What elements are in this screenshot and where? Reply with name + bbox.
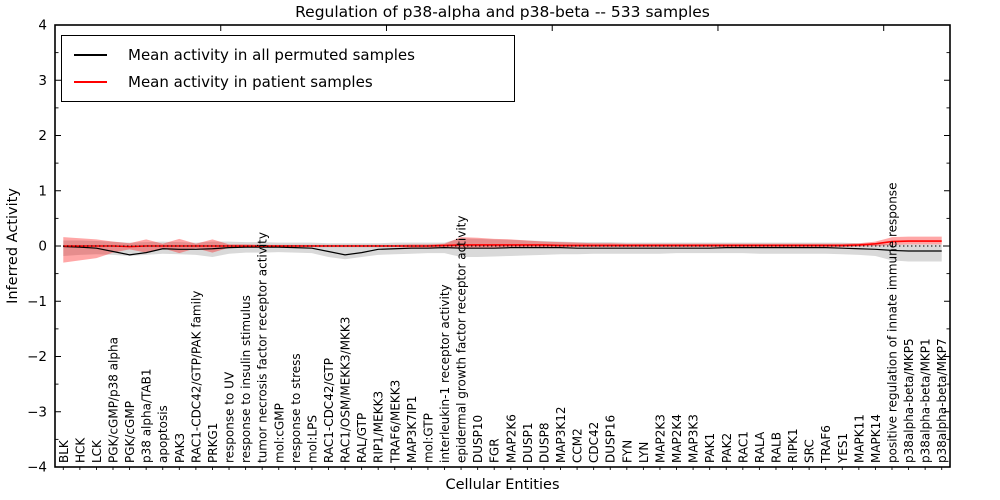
x-tick-label: YES1	[836, 433, 850, 464]
x-tick-label: PAK3	[173, 433, 187, 463]
legend-box: Mean activity in all permuted samples Me…	[61, 35, 515, 102]
x-tick-label: PAK1	[703, 433, 717, 463]
x-tick-label: RAC1/OSM/MEKK3/MKK3	[339, 317, 353, 463]
x-tick-label: response to UV	[223, 371, 237, 463]
permuted-mean-line	[63, 245, 942, 256]
x-tick-label: DUSP10	[471, 415, 485, 463]
x-tick-label: RAC1	[736, 431, 750, 463]
x-tick-label: mol:cGMP	[272, 403, 286, 463]
x-tick-label: p38alpha-beta/MKP1	[919, 338, 933, 463]
x-tick-label: RAC1-CDC42/GTP	[322, 358, 336, 463]
legend-entry-permuted: Mean activity in all permuted samples	[62, 41, 514, 68]
patient-line-swatch	[74, 80, 107, 83]
permuted-line-swatch	[74, 53, 107, 56]
x-tick-label: CDC42	[587, 422, 601, 463]
x-tick-label: SRC	[803, 439, 817, 463]
x-tick-label: CCM2	[571, 428, 585, 463]
x-tick-label: RALA	[753, 431, 767, 463]
legend-label-patient: Mean activity in patient samples	[128, 72, 373, 91]
x-tick-label: FGR	[488, 438, 502, 463]
y-axis-label: Inferred Activity	[5, 188, 21, 304]
x-tick-label: RALB	[769, 432, 783, 463]
x-tick-label: PGK/cGMP	[123, 401, 137, 463]
x-tick-label: RAC1-CDC42/GTP/PAK family	[189, 291, 203, 463]
x-tick-label: DUSP8	[537, 422, 551, 463]
patient-band	[63, 236, 942, 263]
x-tick-label: epidermal growth factor receptor activit…	[455, 216, 469, 463]
chart-title: Regulation of p38-alpha and p38-beta -- …	[295, 3, 710, 21]
x-tick-label: MAP2K6	[504, 414, 518, 463]
patient-mean-line	[63, 240, 942, 248]
x-tick-label: RAL/GTP	[355, 413, 369, 463]
x-tick-label: MAPK11	[852, 414, 866, 463]
y-tick-label: −2	[27, 349, 47, 365]
x-tick-label: MAP3K12	[554, 406, 568, 463]
y-tick-label: 2	[38, 128, 47, 144]
y-tick-label: −3	[27, 404, 47, 420]
plot-frame	[54, 24, 951, 468]
x-tick-label: PRKG1	[206, 423, 220, 463]
x-tick-label: RIP1/MEKK3	[372, 391, 386, 463]
x-tick-label: p38 alpha/TAB1	[140, 369, 154, 463]
x-tick-label: PGK/cGMP/p38 alpha	[107, 337, 121, 463]
x-tick-label: DUSP16	[604, 415, 618, 463]
x-tick-label: tumor necrosis factor receptor activity	[256, 232, 270, 463]
x-tick-label: HCK	[73, 437, 87, 463]
legend-label-permuted: Mean activity in all permuted samples	[128, 45, 415, 64]
x-tick-label: mol:GTP	[421, 413, 435, 463]
x-tick-label: MAP3K3	[687, 414, 701, 463]
x-tick-label: positive regulation of innate immune res…	[885, 183, 899, 463]
x-tick-label: MAP2K4	[670, 414, 684, 463]
x-tick-label: interleukin-1 receptor activity	[438, 284, 452, 463]
x-tick-label: MAP3K7IP1	[405, 396, 419, 463]
x-tick-label: LYN	[637, 442, 651, 463]
y-tick-label: 3	[38, 73, 47, 89]
x-tick-label: PAK2	[720, 433, 734, 463]
x-tick-label: TRAF6	[819, 425, 833, 464]
x-tick-label: apoptosis	[156, 405, 170, 463]
x-tick-label: p38alpha-beta/MKP7	[935, 338, 949, 463]
legend-entry-patient: Mean activity in patient samples	[62, 68, 514, 95]
permuted-band	[63, 238, 942, 262]
x-tick-label: LCK	[90, 439, 104, 463]
y-tick-label: −1	[27, 294, 47, 310]
x-tick-label: DUSP1	[521, 422, 535, 463]
x-tick-label: MAP2K3	[653, 414, 667, 463]
x-tick-label: p38alpha-beta/MKP5	[902, 338, 916, 463]
x-tick-label: response to stress	[289, 353, 303, 463]
y-tick-label: −4	[27, 460, 47, 476]
x-tick-label: BLK	[57, 439, 71, 463]
x-axis-label: Cellular Entities	[445, 477, 560, 493]
x-tick-label: TRAF6/MEKK3	[388, 380, 402, 464]
x-tick-label: FYN	[620, 440, 634, 463]
x-tick-label: mol:LPS	[305, 415, 319, 463]
y-tick-label: 1	[38, 183, 47, 199]
x-tick-label: RIPK1	[786, 428, 800, 463]
x-tick-label: MAPK14	[869, 414, 883, 463]
x-tick-label: response to insulin stimulus	[239, 295, 253, 463]
y-tick-label: 0	[38, 239, 47, 255]
y-tick-label: 4	[38, 18, 47, 34]
